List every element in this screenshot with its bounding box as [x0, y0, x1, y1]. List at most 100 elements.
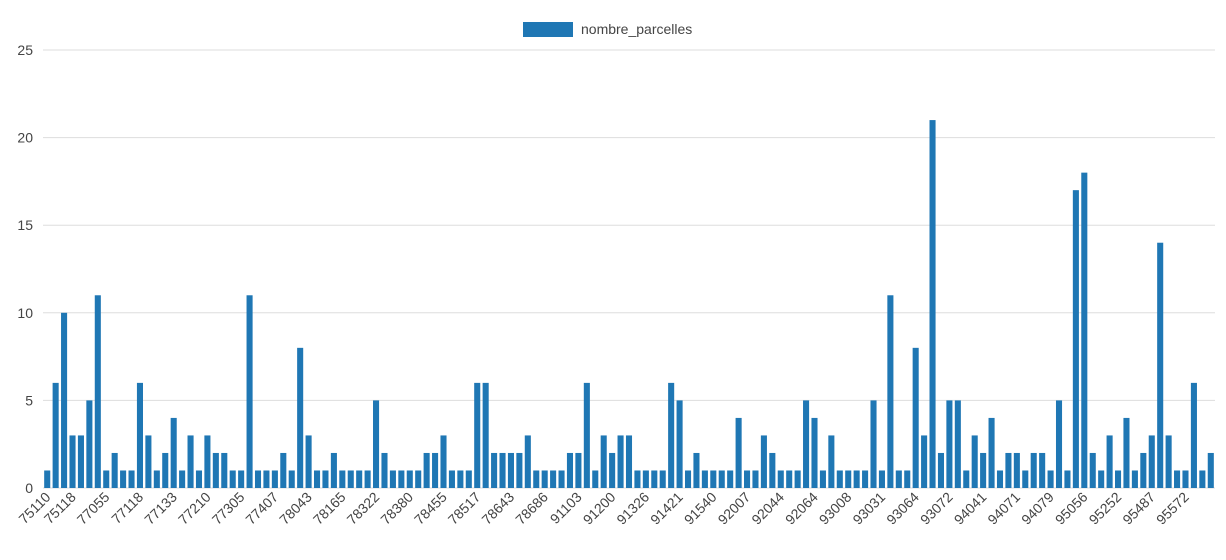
- bar[interactable]: [364, 470, 371, 488]
- bar[interactable]: [676, 400, 683, 488]
- bar[interactable]: [744, 470, 751, 488]
- bar[interactable]: [811, 417, 818, 488]
- bar[interactable]: [187, 435, 194, 488]
- bar[interactable]: [305, 435, 312, 488]
- bar[interactable]: [921, 435, 928, 488]
- bar[interactable]: [86, 400, 93, 488]
- bar[interactable]: [389, 470, 396, 488]
- bar[interactable]: [895, 470, 902, 488]
- bar[interactable]: [516, 452, 523, 488]
- bar[interactable]: [212, 452, 219, 488]
- bar[interactable]: [1098, 470, 1105, 488]
- bar[interactable]: [1055, 400, 1063, 488]
- bar[interactable]: [271, 470, 278, 488]
- bar[interactable]: [617, 435, 624, 488]
- bar[interactable]: [625, 435, 633, 488]
- bar[interactable]: [44, 470, 51, 488]
- bar[interactable]: [971, 435, 978, 488]
- bar[interactable]: [533, 470, 540, 488]
- bar[interactable]: [929, 120, 936, 488]
- bar[interactable]: [752, 470, 759, 488]
- bar[interactable]: [1123, 417, 1130, 488]
- bar[interactable]: [946, 400, 953, 488]
- bar[interactable]: [592, 470, 599, 488]
- bar[interactable]: [499, 452, 506, 488]
- bar[interactable]: [254, 470, 262, 488]
- bar[interactable]: [524, 435, 531, 488]
- bar[interactable]: [760, 435, 767, 488]
- bar[interactable]: [373, 400, 380, 488]
- bar[interactable]: [659, 470, 666, 488]
- bar[interactable]: [988, 417, 995, 488]
- bar[interactable]: [701, 470, 708, 488]
- bar[interactable]: [465, 470, 472, 488]
- bar[interactable]: [491, 452, 498, 488]
- bar[interactable]: [111, 452, 118, 488]
- bar[interactable]: [735, 417, 742, 488]
- bar[interactable]: [819, 470, 826, 488]
- bar[interactable]: [170, 417, 177, 488]
- bar[interactable]: [937, 452, 945, 488]
- bar[interactable]: [221, 452, 228, 488]
- bar[interactable]: [1064, 470, 1071, 488]
- bar[interactable]: [204, 435, 211, 488]
- bar[interactable]: [786, 470, 793, 488]
- bar[interactable]: [828, 435, 835, 488]
- bar[interactable]: [145, 435, 152, 488]
- bar[interactable]: [912, 347, 919, 488]
- bar[interactable]: [238, 470, 245, 488]
- bar[interactable]: [600, 435, 607, 488]
- bar[interactable]: [77, 435, 84, 488]
- bar[interactable]: [103, 470, 110, 488]
- bar[interactable]: [482, 382, 489, 488]
- bar[interactable]: [313, 470, 321, 488]
- bar[interactable]: [288, 470, 295, 488]
- bar[interactable]: [339, 470, 346, 488]
- bar[interactable]: [507, 452, 514, 488]
- bar[interactable]: [423, 452, 430, 488]
- bar[interactable]: [566, 452, 574, 488]
- bar[interactable]: [153, 470, 160, 488]
- bar[interactable]: [1089, 452, 1096, 488]
- bar[interactable]: [541, 470, 548, 488]
- bar[interactable]: [668, 382, 675, 488]
- bar[interactable]: [356, 470, 363, 488]
- bar[interactable]: [52, 382, 59, 488]
- bar[interactable]: [558, 470, 565, 488]
- bar[interactable]: [195, 470, 203, 488]
- bar[interactable]: [322, 470, 329, 488]
- bar[interactable]: [1131, 470, 1138, 488]
- bar[interactable]: [1157, 242, 1164, 488]
- bar[interactable]: [120, 470, 127, 488]
- bar[interactable]: [179, 470, 186, 488]
- bar[interactable]: [1174, 470, 1181, 488]
- bar[interactable]: [1047, 470, 1054, 488]
- bar[interactable]: [718, 470, 725, 488]
- bar[interactable]: [432, 452, 439, 488]
- bar[interactable]: [1199, 470, 1206, 488]
- bar[interactable]: [440, 435, 447, 488]
- bar[interactable]: [128, 470, 135, 488]
- bar[interactable]: [1072, 190, 1079, 488]
- bar[interactable]: [1013, 452, 1020, 488]
- bar[interactable]: [1005, 452, 1012, 488]
- bar[interactable]: [381, 452, 388, 488]
- bar[interactable]: [162, 452, 169, 488]
- bar[interactable]: [61, 312, 68, 488]
- bar[interactable]: [904, 470, 911, 488]
- bar[interactable]: [853, 470, 860, 488]
- bar[interactable]: [1207, 452, 1214, 488]
- bar[interactable]: [297, 347, 304, 488]
- bar[interactable]: [642, 470, 649, 488]
- bar[interactable]: [727, 470, 734, 488]
- bar[interactable]: [398, 470, 405, 488]
- bar[interactable]: [693, 452, 700, 488]
- bar[interactable]: [878, 470, 885, 488]
- bar[interactable]: [710, 470, 717, 488]
- bar[interactable]: [1140, 452, 1147, 488]
- bar[interactable]: [836, 470, 843, 488]
- bar[interactable]: [777, 470, 784, 488]
- bar[interactable]: [651, 470, 658, 488]
- bar[interactable]: [634, 470, 641, 488]
- bar[interactable]: [1115, 470, 1122, 488]
